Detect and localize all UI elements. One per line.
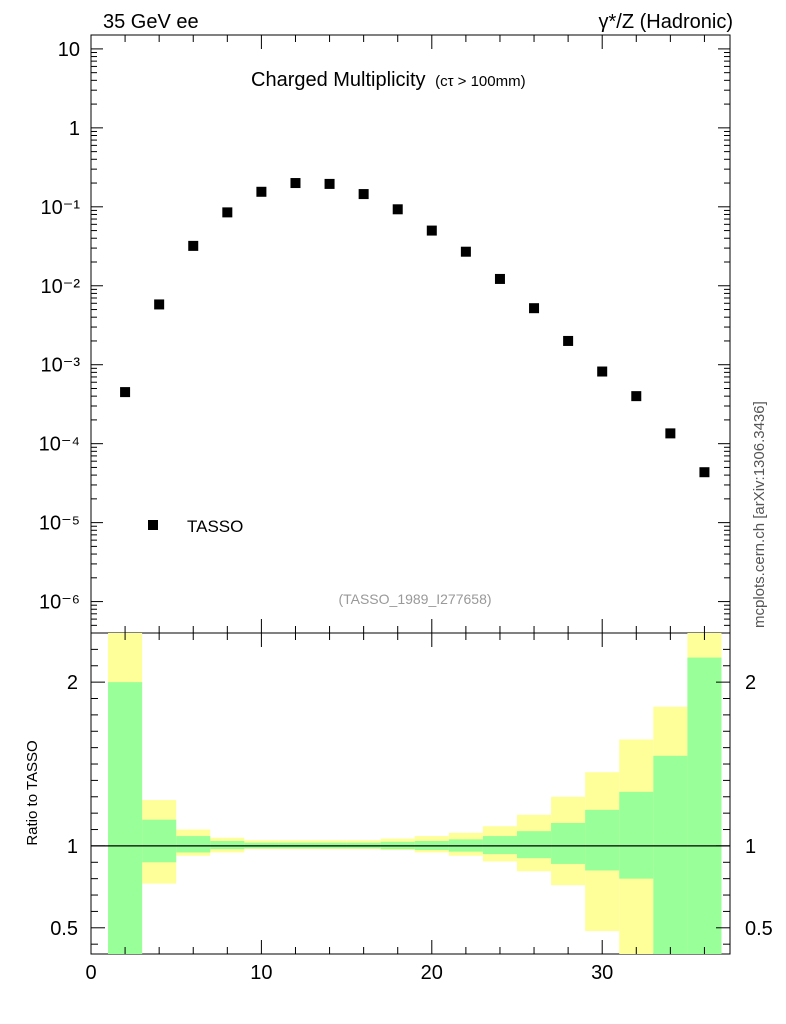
- y-tick-label: 10⁻⁶: [39, 592, 80, 614]
- x-tick-label: 10: [250, 962, 272, 984]
- chart-title-main: Charged Multiplicity: [251, 69, 426, 91]
- x-tick-label: 20: [421, 962, 443, 984]
- x-tick-label: 0: [85, 962, 96, 984]
- ratio-y-tick-label-right: 0.5: [745, 918, 773, 940]
- data-point-tasso: [256, 186, 267, 197]
- ratio-plot-frame: [90, 632, 731, 955]
- data-point-tasso: [460, 246, 471, 257]
- data-point-tasso: [597, 366, 608, 377]
- y-tick-label: 10⁻²: [41, 276, 81, 298]
- ratio-inner-band-bin: [551, 822, 586, 864]
- ratio-inner-band-bin: [176, 836, 211, 853]
- y-tick-label: 10⁻¹: [41, 197, 81, 219]
- data-point-tasso: [188, 240, 199, 251]
- data-point-tasso: [358, 189, 369, 200]
- legend-marker-tasso: [148, 520, 158, 530]
- legend-label-tasso: TASSO: [187, 517, 243, 536]
- main-plot-frame: [90, 34, 731, 634]
- ratio-y-tick-label-left: 1: [67, 836, 78, 858]
- data-point-tasso: [699, 467, 710, 478]
- data-point-tasso: [426, 225, 437, 236]
- analysis-tag: (TASSO_1989_I277658): [338, 591, 491, 607]
- process-label: γ*/Z (Hadronic): [599, 11, 733, 33]
- data-point-tasso: [154, 299, 165, 310]
- ratio-inner-band-bin: [687, 657, 722, 954]
- data-point-tasso: [120, 387, 131, 398]
- ratio-inner-band-bin: [108, 682, 143, 954]
- data-points: [120, 178, 710, 478]
- y-tick-label: 10⁻⁴: [39, 434, 80, 456]
- ratio-inner-band-bin: [585, 809, 620, 871]
- ratio-y-tick-label-right: 2: [745, 672, 756, 694]
- data-point-tasso: [290, 178, 301, 189]
- data-point-tasso: [563, 335, 574, 346]
- ratio-y-tick-label-left: 0.5: [50, 918, 78, 940]
- ratio-inner-band-bin: [210, 840, 245, 850]
- ratio-y-tick-label-left: 2: [67, 672, 78, 694]
- ratio-inner-band-bin: [619, 791, 654, 879]
- ratio-inner-band-bin: [142, 819, 177, 863]
- data-point-tasso: [631, 391, 642, 402]
- ratio-y-axis-label: Ratio to TASSO: [24, 740, 41, 845]
- y-tick-label: 1: [69, 118, 80, 140]
- x-tick-label: 30: [591, 962, 613, 984]
- data-point-tasso: [665, 428, 676, 439]
- ratio-axis-ticks: 0.5 0.5 1 1 2 2: [50, 648, 773, 945]
- y-tick-label: 10⁻⁵: [39, 513, 80, 535]
- main-axis-ticks: 10⁻⁶ 10⁻⁵ 10⁻⁴ 10⁻³ 10⁻² 10⁻¹ 1 10 0 10 20 30: [39, 35, 730, 984]
- y-tick-label: 10⁻³: [41, 355, 81, 377]
- data-point-tasso: [529, 303, 540, 314]
- ratio-y-tick-label-right: 1: [745, 836, 756, 858]
- chart-title: Charged Multiplicity (cτ > 100mm): [251, 69, 526, 91]
- ratio-inner-band-bin: [653, 755, 688, 954]
- ratio-bands: [108, 633, 722, 954]
- source-watermark: mcplots.cern.ch [arXiv:1306.3436]: [751, 401, 768, 628]
- data-point-tasso: [494, 273, 505, 284]
- chart-title-suffix: (cτ > 100mm): [435, 73, 526, 90]
- data-point-tasso: [324, 178, 335, 189]
- energy-label: 35 GeV ee: [103, 11, 199, 33]
- data-point-tasso: [392, 204, 403, 215]
- ratio-inner-band-bin: [517, 831, 552, 859]
- data-point-tasso: [222, 207, 233, 218]
- y-tick-label: 10: [58, 39, 80, 61]
- ratio-inner-band-bin: [482, 836, 517, 855]
